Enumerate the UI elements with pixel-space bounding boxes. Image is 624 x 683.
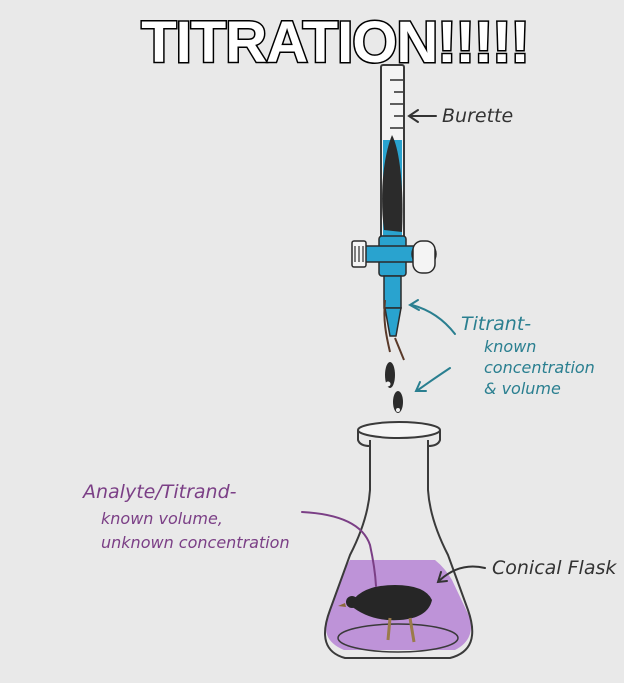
analyte-line-2: unknown concentration bbox=[101, 533, 290, 552]
titrant-line-1: known bbox=[484, 337, 536, 356]
titrant-line-3: & volume bbox=[484, 379, 561, 398]
titrant-arrows bbox=[408, 299, 456, 392]
bird-in-flask-icon bbox=[338, 585, 432, 643]
analyte-arrow bbox=[301, 511, 377, 587]
analyte-label: Analyte/Titrand- known volume, unknown c… bbox=[81, 481, 290, 552]
bird-drop-2-icon bbox=[393, 391, 403, 413]
page-title: TITRATION!!!!! bbox=[141, 10, 529, 75]
burette-graduations bbox=[390, 79, 404, 129]
bird-in-burette-icon bbox=[382, 135, 403, 232]
analyte-line-1: known volume, bbox=[101, 509, 223, 528]
titrant-line-2: concentration bbox=[484, 358, 595, 377]
burette-label: Burette bbox=[442, 105, 513, 127]
burette bbox=[380, 64, 405, 241]
bird-drop-1-icon bbox=[385, 362, 395, 388]
titrant-drops bbox=[383, 299, 405, 413]
conical-flask bbox=[324, 421, 474, 659]
burette-arrow bbox=[407, 109, 437, 123]
flask-label: Conical Flask bbox=[492, 557, 617, 579]
analyte-heading: Analyte/Titrand- bbox=[81, 481, 237, 503]
titrant-label: Titrant- known concentration & volume bbox=[461, 313, 595, 398]
burette-stopcock bbox=[351, 235, 437, 337]
titrant-heading: Titrant- bbox=[461, 313, 531, 335]
flask-arrow bbox=[436, 565, 486, 584]
annotation-arrows bbox=[301, 109, 486, 587]
